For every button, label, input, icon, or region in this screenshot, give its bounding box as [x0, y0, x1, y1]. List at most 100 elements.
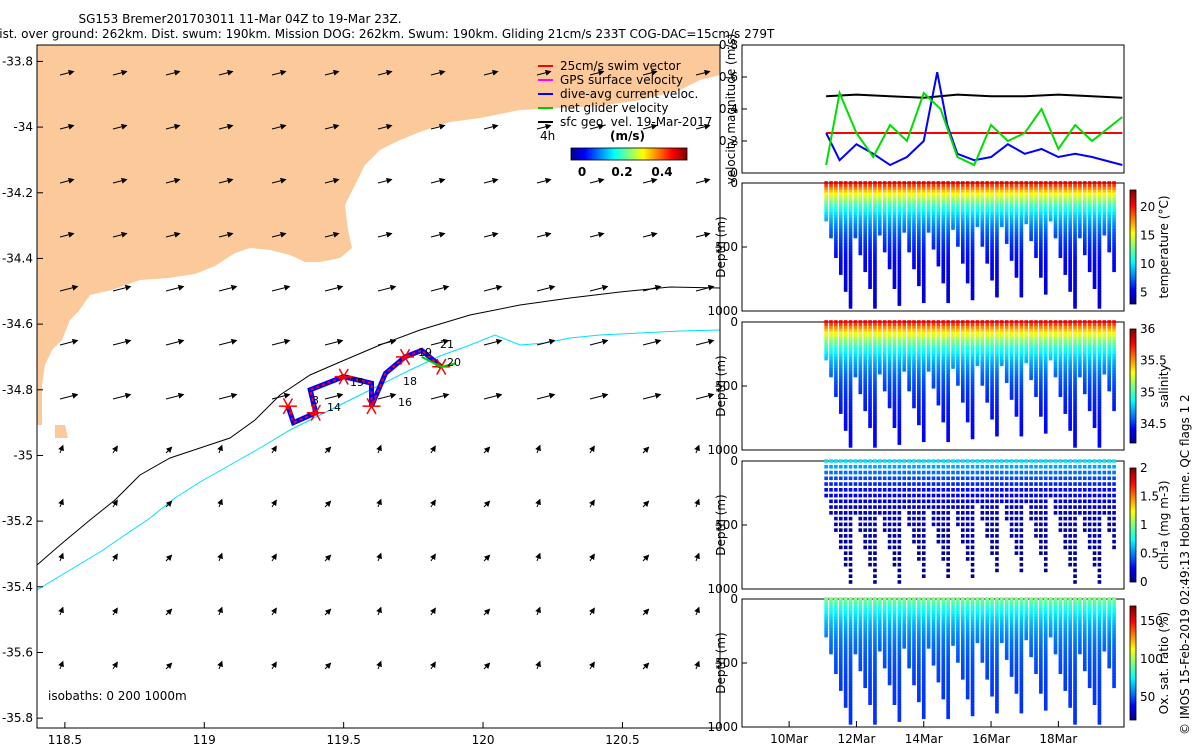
profile-dot — [980, 376, 985, 381]
profile-dot — [1058, 186, 1063, 191]
profile-dot — [829, 499, 833, 504]
profile-dot — [1063, 262, 1068, 267]
profile-dot — [1058, 482, 1063, 486]
profile-dot — [941, 189, 946, 194]
profile-dot — [848, 254, 853, 259]
profile-dot — [838, 203, 843, 208]
velocity-vector — [642, 500, 650, 508]
profile-dot — [970, 345, 975, 350]
profile-dot — [980, 511, 985, 515]
profile-dot — [921, 195, 926, 199]
map-ytick-label: -35 — [13, 448, 33, 462]
profile-dot — [868, 189, 872, 194]
profile-dot — [1068, 279, 1072, 284]
profile-dot — [873, 291, 877, 295]
profile-dot — [1029, 356, 1033, 361]
profile-dot — [1039, 245, 1043, 250]
profile-dot — [917, 373, 921, 378]
velocity-vector — [324, 69, 340, 76]
profile-dot — [887, 373, 892, 378]
profile-dot — [936, 334, 941, 338]
profile-dot — [1019, 320, 1024, 324]
profile-dot — [907, 217, 911, 222]
profile-dot — [960, 356, 965, 361]
profile-dot — [848, 692, 853, 697]
profile-dot — [970, 522, 975, 527]
profile-dot — [858, 608, 863, 613]
profile-dot — [936, 476, 941, 481]
profile-dot — [1068, 206, 1072, 211]
profile-dot — [868, 260, 872, 264]
profile-dot — [1019, 217, 1024, 222]
profile-dot — [970, 220, 975, 225]
profile-dot — [1073, 288, 1077, 292]
profile-dot — [1087, 393, 1092, 398]
profile-dot — [843, 670, 848, 675]
profile-dot — [1058, 459, 1063, 463]
profile-dot — [951, 209, 955, 213]
profile-dot — [843, 673, 848, 677]
profile-dot — [1068, 348, 1072, 352]
profile-dot — [980, 243, 985, 247]
velocity-vector — [589, 607, 595, 616]
swim-vectors — [286, 349, 442, 424]
velocity-vector — [589, 123, 605, 130]
profile-dot — [907, 348, 911, 352]
profile-dot — [970, 551, 975, 555]
profile-dot — [946, 276, 950, 281]
profile-dot — [931, 334, 936, 338]
velocity-vector — [324, 392, 344, 400]
profile-dot — [858, 248, 863, 253]
profile-dot — [848, 296, 853, 301]
profile-dot — [1097, 276, 1102, 281]
profile-dot — [946, 413, 950, 417]
profile-dot — [853, 345, 858, 350]
profile-dot — [956, 234, 960, 239]
profile-dot — [946, 539, 950, 544]
velocity-vector — [377, 284, 397, 292]
profile-dot — [882, 511, 887, 515]
profile-dot — [838, 365, 843, 369]
profile-dot — [897, 410, 902, 414]
profile-dot — [892, 482, 897, 486]
profile-dot — [902, 362, 907, 367]
profile-dot — [834, 614, 838, 618]
profile-dot — [834, 345, 838, 350]
profile-dot — [848, 709, 853, 714]
profile-dot — [1024, 464, 1029, 469]
profile-dot — [1082, 345, 1087, 350]
profile-dot — [956, 203, 960, 208]
profile-dot — [1092, 379, 1097, 383]
profile-dot — [946, 342, 950, 347]
profile-dot — [878, 220, 882, 225]
profile-dot — [1058, 240, 1063, 244]
profile-dot — [1043, 413, 1048, 417]
profile-dot — [921, 331, 926, 336]
profile-dot — [1043, 464, 1048, 469]
profile-dot — [1034, 345, 1038, 350]
profile-dot — [1014, 339, 1019, 344]
profile-dot — [1092, 401, 1097, 406]
profile-dot — [1068, 345, 1072, 350]
profile-dot — [848, 248, 853, 253]
profile-dot — [1063, 234, 1068, 239]
profile-dot — [1073, 421, 1077, 426]
profile-dot — [1102, 362, 1107, 367]
profile-dot — [1034, 390, 1038, 395]
profile-ylabel: Depth (m) — [714, 216, 728, 277]
velocity-vector — [218, 177, 234, 184]
profile-dot — [1082, 365, 1087, 369]
profile-dot — [946, 427, 950, 431]
profile-dot — [1034, 356, 1038, 361]
profile-dot — [956, 189, 960, 194]
profile-dot — [1004, 342, 1009, 347]
profile-dot — [965, 200, 970, 205]
velocity-vector — [217, 552, 223, 562]
profile-dot — [1112, 206, 1116, 211]
profile-dot — [941, 325, 946, 330]
profile-dot — [1087, 229, 1092, 233]
profile-dot — [1097, 231, 1102, 236]
profile-dot — [834, 511, 838, 515]
profile-dot — [882, 370, 887, 375]
profile-dot — [960, 539, 965, 544]
